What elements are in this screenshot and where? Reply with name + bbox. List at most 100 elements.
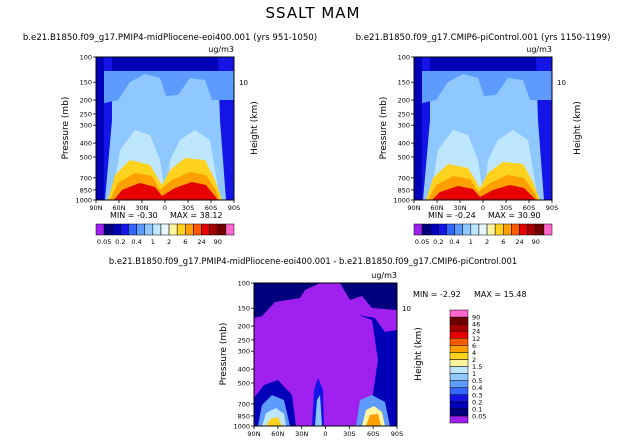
y-ticks: 100 150 200 250 300 400 500 700 850 1000 (393, 54, 414, 205)
colorbar-swatch (185, 223, 194, 236)
x-tick-label: 30S (500, 204, 512, 212)
colorbar-swatch (128, 223, 137, 236)
colorbar-swatch (519, 223, 528, 236)
units-label: ug/m3 (371, 271, 397, 280)
colorbar-swatch (449, 309, 469, 318)
colorbar-swatch (486, 223, 496, 236)
colorbar-label: 4 (472, 349, 476, 357)
y-tick-label: 1000 (233, 423, 250, 431)
colorbar-label: 24 (515, 238, 523, 246)
colorbar-swatch (103, 223, 113, 236)
colorbar-label: 12 (472, 335, 480, 343)
y-ticks: 100 150 200 250 300 400 500 700 850 1000 (75, 54, 96, 205)
x-tick-label: 30N (453, 204, 466, 212)
upper-band (414, 57, 552, 71)
units-label: ug/m3 (208, 45, 234, 54)
panel-title: b.e21.B1850.f09_g17.CMIP6-piControl.001 … (356, 33, 611, 43)
panel-top-left: b.e21.B1850.f09_g17.PMIP4-midPliocene-eo… (23, 33, 317, 246)
colorbar-swatch (527, 223, 537, 236)
colorbar-label: 1 (469, 238, 473, 246)
x-tick-label: 60S (523, 204, 535, 212)
panel-top-right: b.e21.B1850.f09_g17.CMIP6-piControl.001 … (356, 33, 611, 246)
colorbar-swatch (462, 223, 472, 236)
mid-layer (414, 71, 552, 105)
x-tick-label: 90N (407, 204, 420, 212)
right-column (358, 315, 397, 426)
y-tick-label: 300 (80, 122, 92, 130)
y-tick-label: 250 (80, 110, 92, 118)
colorbar-label: 2 (485, 238, 489, 246)
min-label: MIN = -2.92 (413, 290, 461, 299)
y-axis-title: Pressure (mb) (379, 97, 389, 160)
y-tick-label: 850 (238, 412, 250, 420)
colorbar-label: 90 (532, 238, 540, 246)
colorbar-label: 0.05 (415, 238, 429, 246)
y-tick-label: 100 (80, 54, 92, 62)
colorbar-label: 2 (472, 356, 476, 364)
colorbar-swatch (176, 223, 186, 236)
colorbar-swatch (160, 223, 170, 236)
y2-tick-label: 10 (239, 79, 248, 87)
min-label: MIN = -0.30 (110, 211, 158, 220)
x-tick-label: 30N (295, 430, 308, 438)
x-tick-label: 60S (205, 204, 217, 212)
figure-title: SSALT MAM (266, 4, 361, 22)
colorbar-label: 90 (472, 314, 480, 322)
y-tick-label: 850 (80, 186, 92, 194)
colorbar-swatch (193, 223, 202, 236)
y2-axis-title: Height (km) (573, 101, 583, 155)
colorbar-label: 90 (214, 238, 222, 246)
y-tick-label: 400 (80, 140, 92, 148)
colorbar-label: 0.4 (472, 384, 482, 392)
colorbar-swatch (421, 223, 431, 236)
y-tick-label: 150 (80, 79, 92, 87)
colorbar: 0.05 0.2 0.4 1 2 6 24 90 (413, 223, 553, 246)
colorbar-label: 0.3 (472, 391, 482, 399)
y-tick-label: 850 (398, 186, 410, 194)
upper-band-right (340, 283, 397, 310)
units-label: ug/m3 (526, 45, 552, 54)
y-tick-label: 200 (238, 323, 250, 331)
y-tick-label: 500 (238, 379, 250, 387)
colorbar-swatch (449, 366, 469, 374)
x-tick-label: 60N (271, 430, 284, 438)
upper-band (96, 57, 234, 71)
y-tick-label: 700 (80, 174, 92, 182)
colorbar-swatch (449, 359, 469, 367)
x-tick-label: 90S (228, 204, 240, 212)
upper-band-left (254, 283, 320, 318)
colorbar-swatch (449, 352, 469, 360)
colorbar-swatch (429, 223, 439, 236)
colorbar-swatch (449, 380, 469, 388)
colorbar-swatch (449, 345, 469, 353)
min-label: MIN = -0.24 (428, 211, 476, 220)
x-tick-label: 60S (367, 430, 379, 438)
y2-axis-title: Height (km) (250, 101, 260, 155)
y-tick-label: 200 (398, 97, 410, 105)
colorbar-swatch (449, 401, 469, 410)
y2-axis-title: Height (km) (414, 327, 424, 381)
y-axis-title: Pressure (mb) (219, 323, 229, 386)
y2-tick-label: 10 (557, 79, 566, 87)
low-plume-right-peak (366, 414, 381, 426)
colorbar-swatch (201, 223, 210, 236)
max-label: MAX = 15.48 (474, 290, 527, 299)
colorbar-label: 0.4 (131, 238, 141, 246)
colorbar-swatch (449, 316, 469, 325)
colorbar-swatch (478, 223, 488, 236)
y-tick-label: 150 (398, 79, 410, 87)
x-tick-label: 90S (391, 430, 403, 438)
y-tick-label: 200 (80, 97, 92, 105)
max-label: MAX = 38.12 (170, 211, 223, 220)
y2-tick-label: 10 (402, 305, 411, 313)
x-ticks: 90N 60N 30N 0 30S 60S 90S (247, 426, 403, 438)
colorbar-swatch (95, 223, 105, 236)
colorbar-swatch (413, 223, 423, 236)
colorbar-label: 0.2 (433, 238, 443, 246)
x-tick-label: 0 (163, 204, 167, 212)
colorbar-swatch (120, 223, 129, 236)
colorbar-swatch (449, 338, 469, 346)
panel-title: b.e21.B1850.f09_g17.PMIP4-midPliocene-eo… (109, 256, 517, 266)
colorbar-label: 0.5 (472, 377, 482, 385)
y-tick-label: 300 (238, 348, 250, 356)
